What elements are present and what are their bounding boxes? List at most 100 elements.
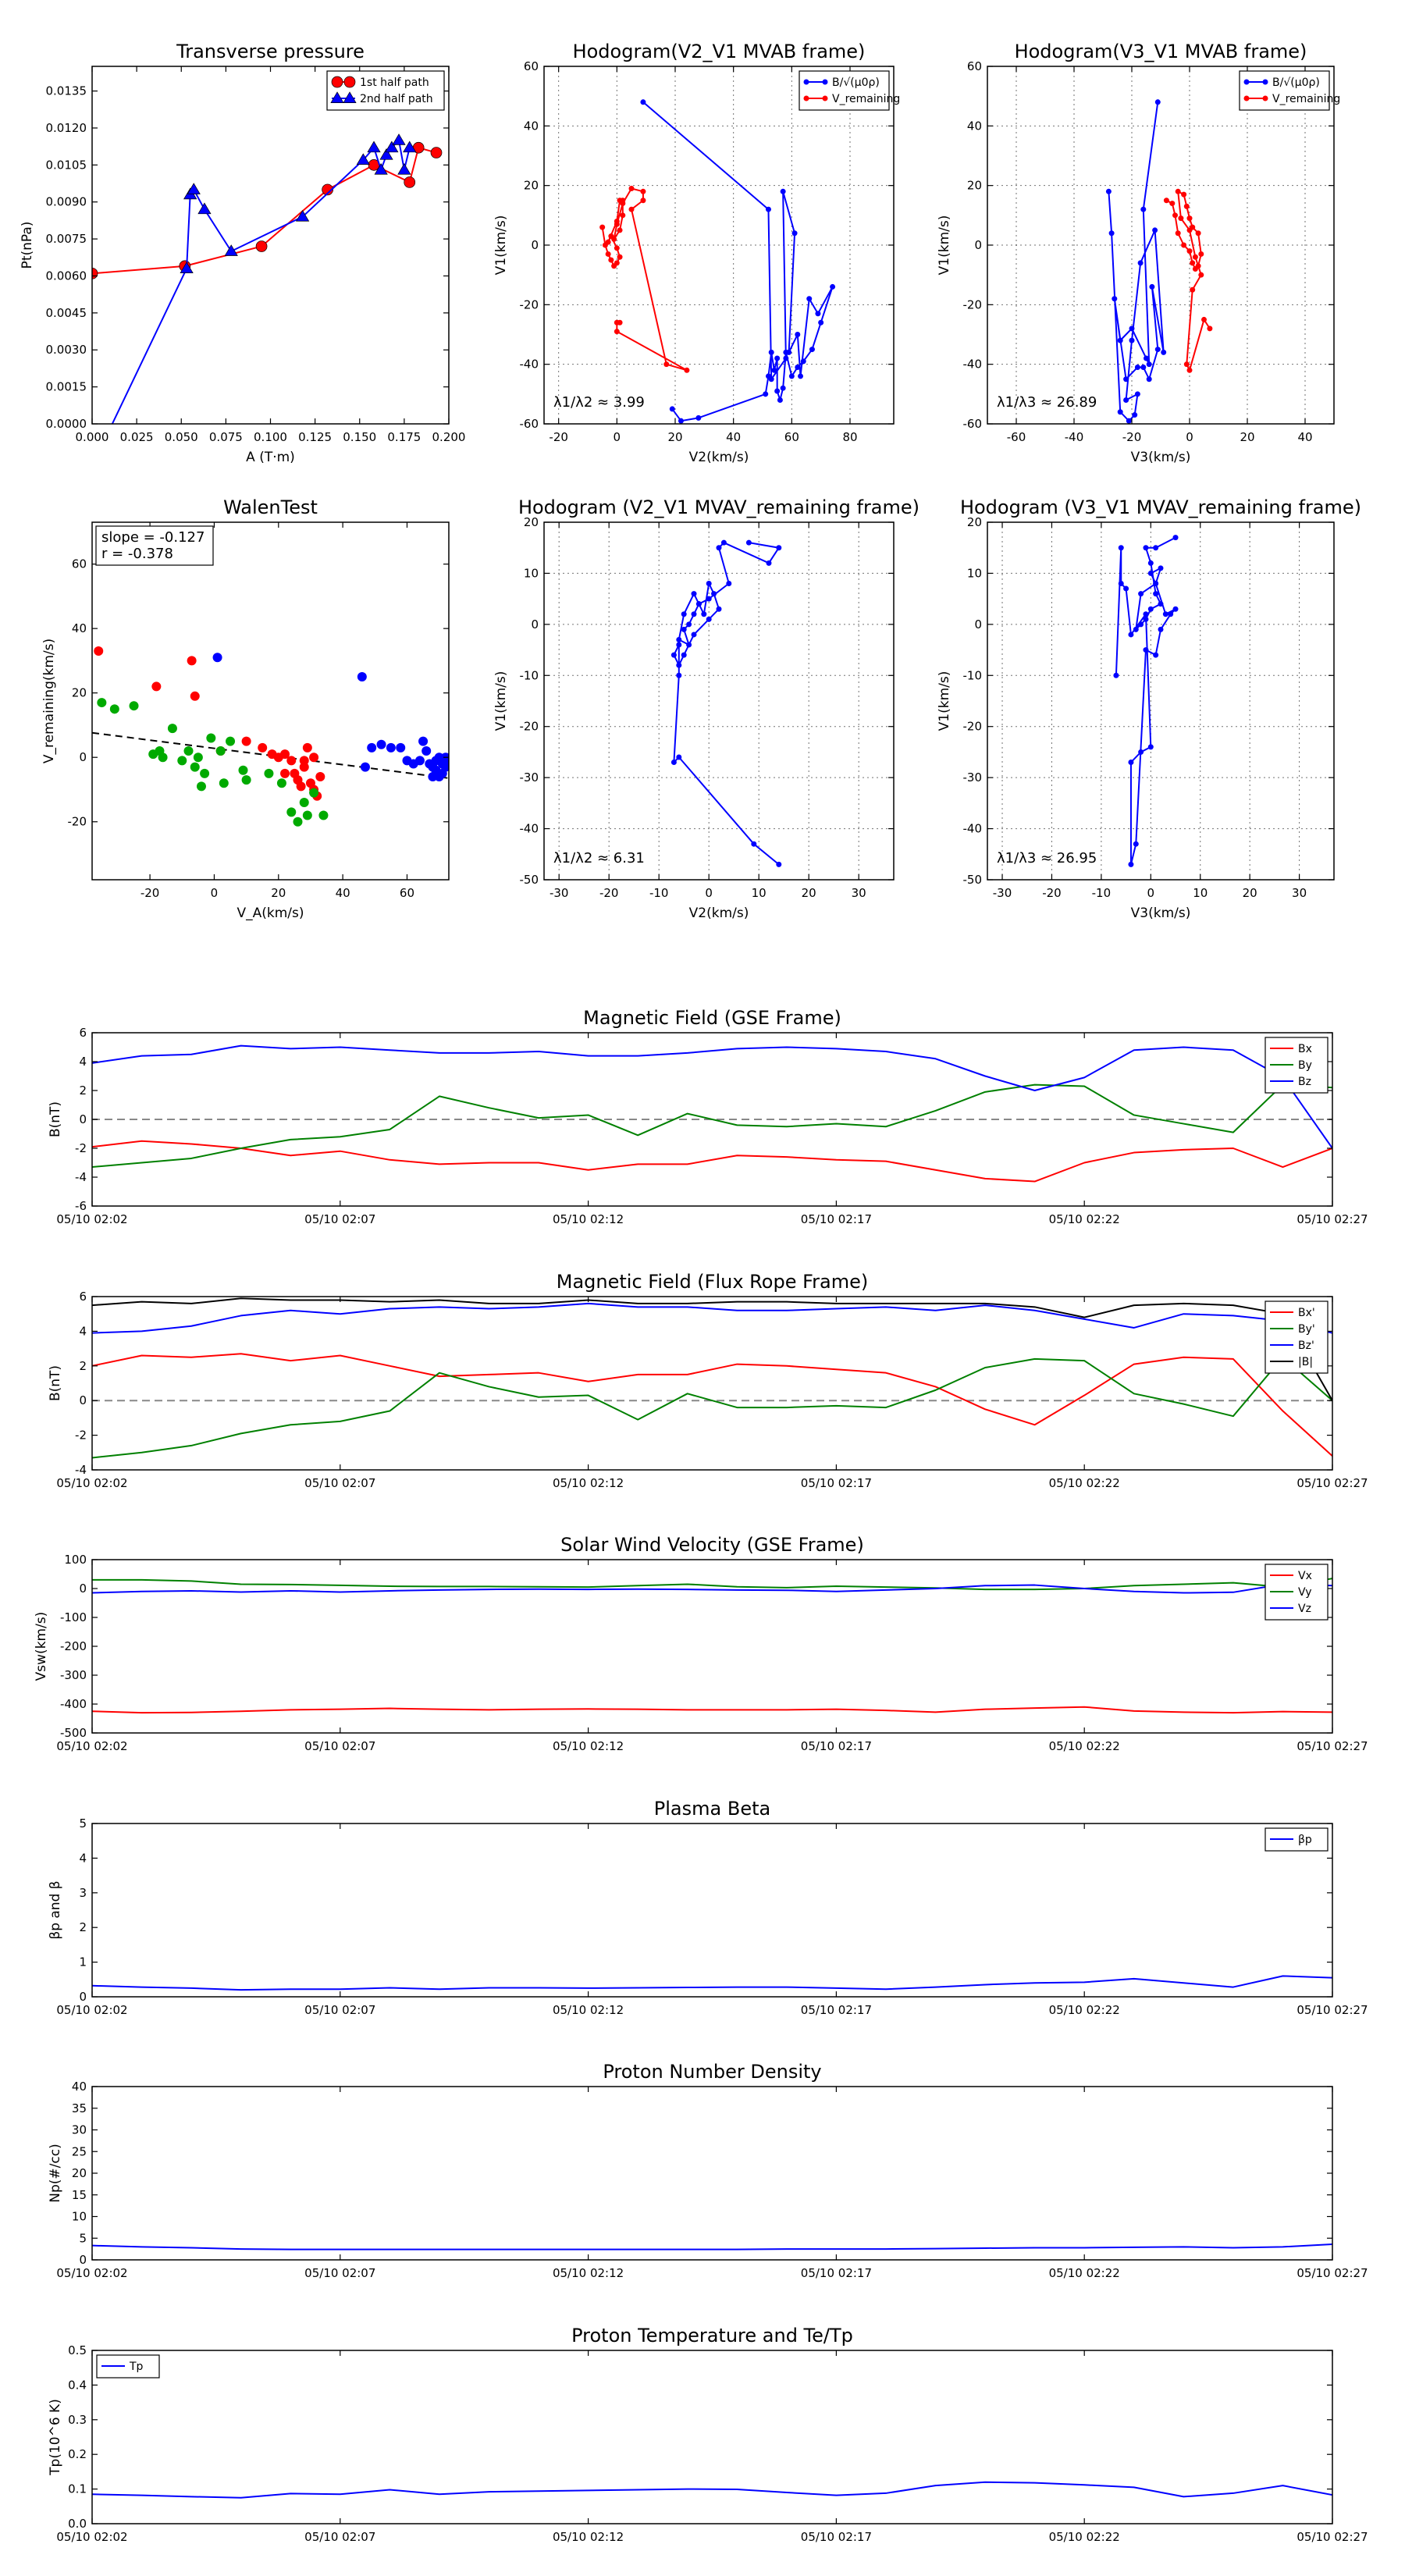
hodogram-v3v1-mvav-annotation: λ1/λ3 ≈ 26.95 (997, 850, 1097, 866)
hodogram-v2v1-mvab-point (771, 367, 777, 373)
hodogram-v3v1-mvav-point (1162, 611, 1168, 617)
hodogram-v3v1-mvab-point (1123, 397, 1129, 403)
y-tick-label: 0.3 (68, 2413, 87, 2427)
x-tick-label: 05/10 02:17 (801, 1476, 872, 1490)
legend-label: B/√(μ0ρ) (832, 76, 880, 89)
hodogram-v3v1-mvav-point (1138, 591, 1144, 597)
legend-marker (331, 76, 343, 88)
proton-temperature-ylabel: Tp(10^6 K) (48, 2399, 63, 2476)
hodogram-v2v1-mvav-point (745, 539, 752, 546)
magnetic-field-flux-rope-series-0 (92, 1353, 1332, 1457)
x-tick-label: 05/10 02:07 (304, 1739, 375, 1753)
hodogram-v2v1-mvab-series-line (601, 187, 688, 372)
hodogram-v3v1-mvav-point (1158, 565, 1164, 571)
x-tick-label: 05/10 02:27 (1297, 2003, 1368, 2017)
hodogram-v2v1-mvav-point (691, 591, 697, 597)
y-tick-label: 20 (72, 2166, 87, 2180)
walen-test-axes-frame (91, 521, 450, 881)
x-tick-label: 05/10 02:07 (304, 2530, 375, 2544)
hodogram-v3v1-mvab-point (1137, 260, 1144, 266)
y-tick-label: 30 (72, 2123, 87, 2137)
hodogram-v3v1-mvab-point (1195, 263, 1201, 269)
transverse-pressure-axes-frame (91, 66, 450, 425)
hodogram-v3v1-mvab-point (1154, 99, 1161, 105)
y-tick-label: 2 (79, 1359, 87, 1373)
hodogram-v2v1-mvab-legend: B/√(μ0ρ) V_remaining (799, 70, 900, 111)
legend-label: By' (1298, 1323, 1315, 1336)
legend-label: Bx (1298, 1043, 1312, 1055)
hodogram-v2v1-mvav-point (695, 601, 702, 607)
y-tick-label: 25 (72, 2144, 87, 2158)
transverse-pressure-point (224, 244, 238, 256)
hodogram-v2v1-mvav-point (676, 662, 682, 668)
walen-test-point (190, 691, 200, 701)
hodogram-v3v1-mvav-point (1138, 749, 1144, 755)
hodogram-v2v1-mvab-point (795, 364, 801, 370)
hodogram-v2v1-mvav-point (691, 632, 697, 638)
x-tick-label: 20 (802, 886, 816, 900)
hodogram-v2v1-mvab-point (640, 197, 646, 204)
transverse-pressure-point (392, 133, 406, 145)
hodogram-v2v1-mvab-point (783, 355, 789, 361)
hodogram-v3v1-mvab-series-0 (1105, 99, 1167, 424)
x-tick-label: 05/10 02:02 (56, 1739, 127, 1753)
hodogram-v3v1-mvab-point (1190, 260, 1196, 266)
hodogram-v2v1-mvab-ylabel: V1(km/s) (493, 215, 509, 276)
hodogram-v3v1-mvab-point (1140, 364, 1147, 370)
hodogram-v3v1-mvab-point (1198, 272, 1204, 278)
x-tick-label: 05/10 02:22 (1049, 2530, 1120, 2544)
x-tick-label: -20 (140, 886, 160, 900)
hodogram-v3v1-mvav-point (1138, 621, 1144, 628)
hodogram-v3v1-mvab-point (1140, 206, 1147, 212)
solar-wind-velocity-series-line (92, 1578, 1332, 1591)
walen-test-point (299, 797, 309, 807)
hodogram-v3v1-mvav-point (1133, 841, 1139, 847)
y-tick-label: 20 (967, 179, 982, 193)
hodogram-v3v1-mvab-ylabel: V1(km/s) (937, 215, 952, 276)
hodogram-v2v1-mvav-title: Hodogram (V2_V1 MVAV_remaining frame) (518, 496, 919, 518)
y-tick-label: -100 (60, 1610, 87, 1624)
hodogram-v3v1-mvab-point (1134, 364, 1140, 370)
walen-test-point (167, 724, 177, 734)
x-tick-label: 30 (1292, 886, 1307, 900)
x-tick-label: 05/10 02:22 (1049, 1476, 1120, 1490)
y-tick-label: 0.0060 (46, 269, 87, 283)
x-tick-label: 05/10 02:22 (1049, 2266, 1120, 2280)
magnetic-field-flux-rope-legend: Bx' By' Bz' |B| (1264, 1300, 1329, 1374)
walen-test-point (280, 768, 290, 778)
x-tick-label: 0.025 (120, 430, 154, 444)
hodogram-v3v1-mvab-point (1134, 391, 1140, 397)
solar-wind-velocity-chart: Solar Wind Velocity (GSE Frame) 05/10 02:… (34, 1534, 1368, 1753)
hodogram-v2v1-mvab-point (617, 319, 623, 326)
walen-test-point (129, 701, 139, 711)
walen-test-series-1 (97, 698, 329, 827)
hodogram-v2v1-mvab-point (800, 358, 806, 365)
walen-test-point (158, 753, 168, 763)
hodogram-v3v1-mvab-point (1190, 286, 1196, 293)
walen-test-point (444, 756, 449, 766)
legend-label: B/√(μ0ρ) (1272, 76, 1320, 89)
transverse-pressure-title: Transverse pressure (176, 41, 365, 62)
x-tick-label: 60 (784, 430, 799, 444)
plasma-beta-chart: Plasma Beta 05/10 02:02 05/10 02:07 05/10 0… (48, 1798, 1368, 2017)
hodogram-v3v1-mvav-point (1147, 560, 1154, 566)
legend-label: Vz (1298, 1603, 1311, 1615)
hodogram-v3v1-mvav-chart: Hodogram (V3_V1 MVAV_remaining frame) -30… (937, 496, 1361, 921)
legend-label: V_remaining (832, 93, 900, 105)
walen-test-point (302, 810, 312, 820)
proton-number-density-axes-frame (91, 2086, 1333, 2261)
hodogram-v3v1-mvav-point (1143, 647, 1149, 653)
hodogram-v2v1-mvab-point (768, 349, 774, 355)
transverse-pressure-point (367, 141, 381, 153)
hodogram-v3v1-mvab-point (1146, 376, 1152, 382)
hodogram-v3v1-mvab-point (1169, 201, 1176, 207)
y-tick-label: 5 (79, 1816, 87, 1831)
x-tick-label: 05/10 02:07 (304, 1476, 375, 1490)
hodogram-v2v1-mvab-point (620, 201, 626, 207)
legend-label: 1st half path (360, 76, 429, 89)
hodogram-v3v1-mvab-point (1172, 212, 1178, 219)
y-tick-label: 40 (72, 621, 87, 635)
hodogram-v2v1-mvab-point (614, 329, 620, 335)
walen-test-point (238, 765, 248, 775)
